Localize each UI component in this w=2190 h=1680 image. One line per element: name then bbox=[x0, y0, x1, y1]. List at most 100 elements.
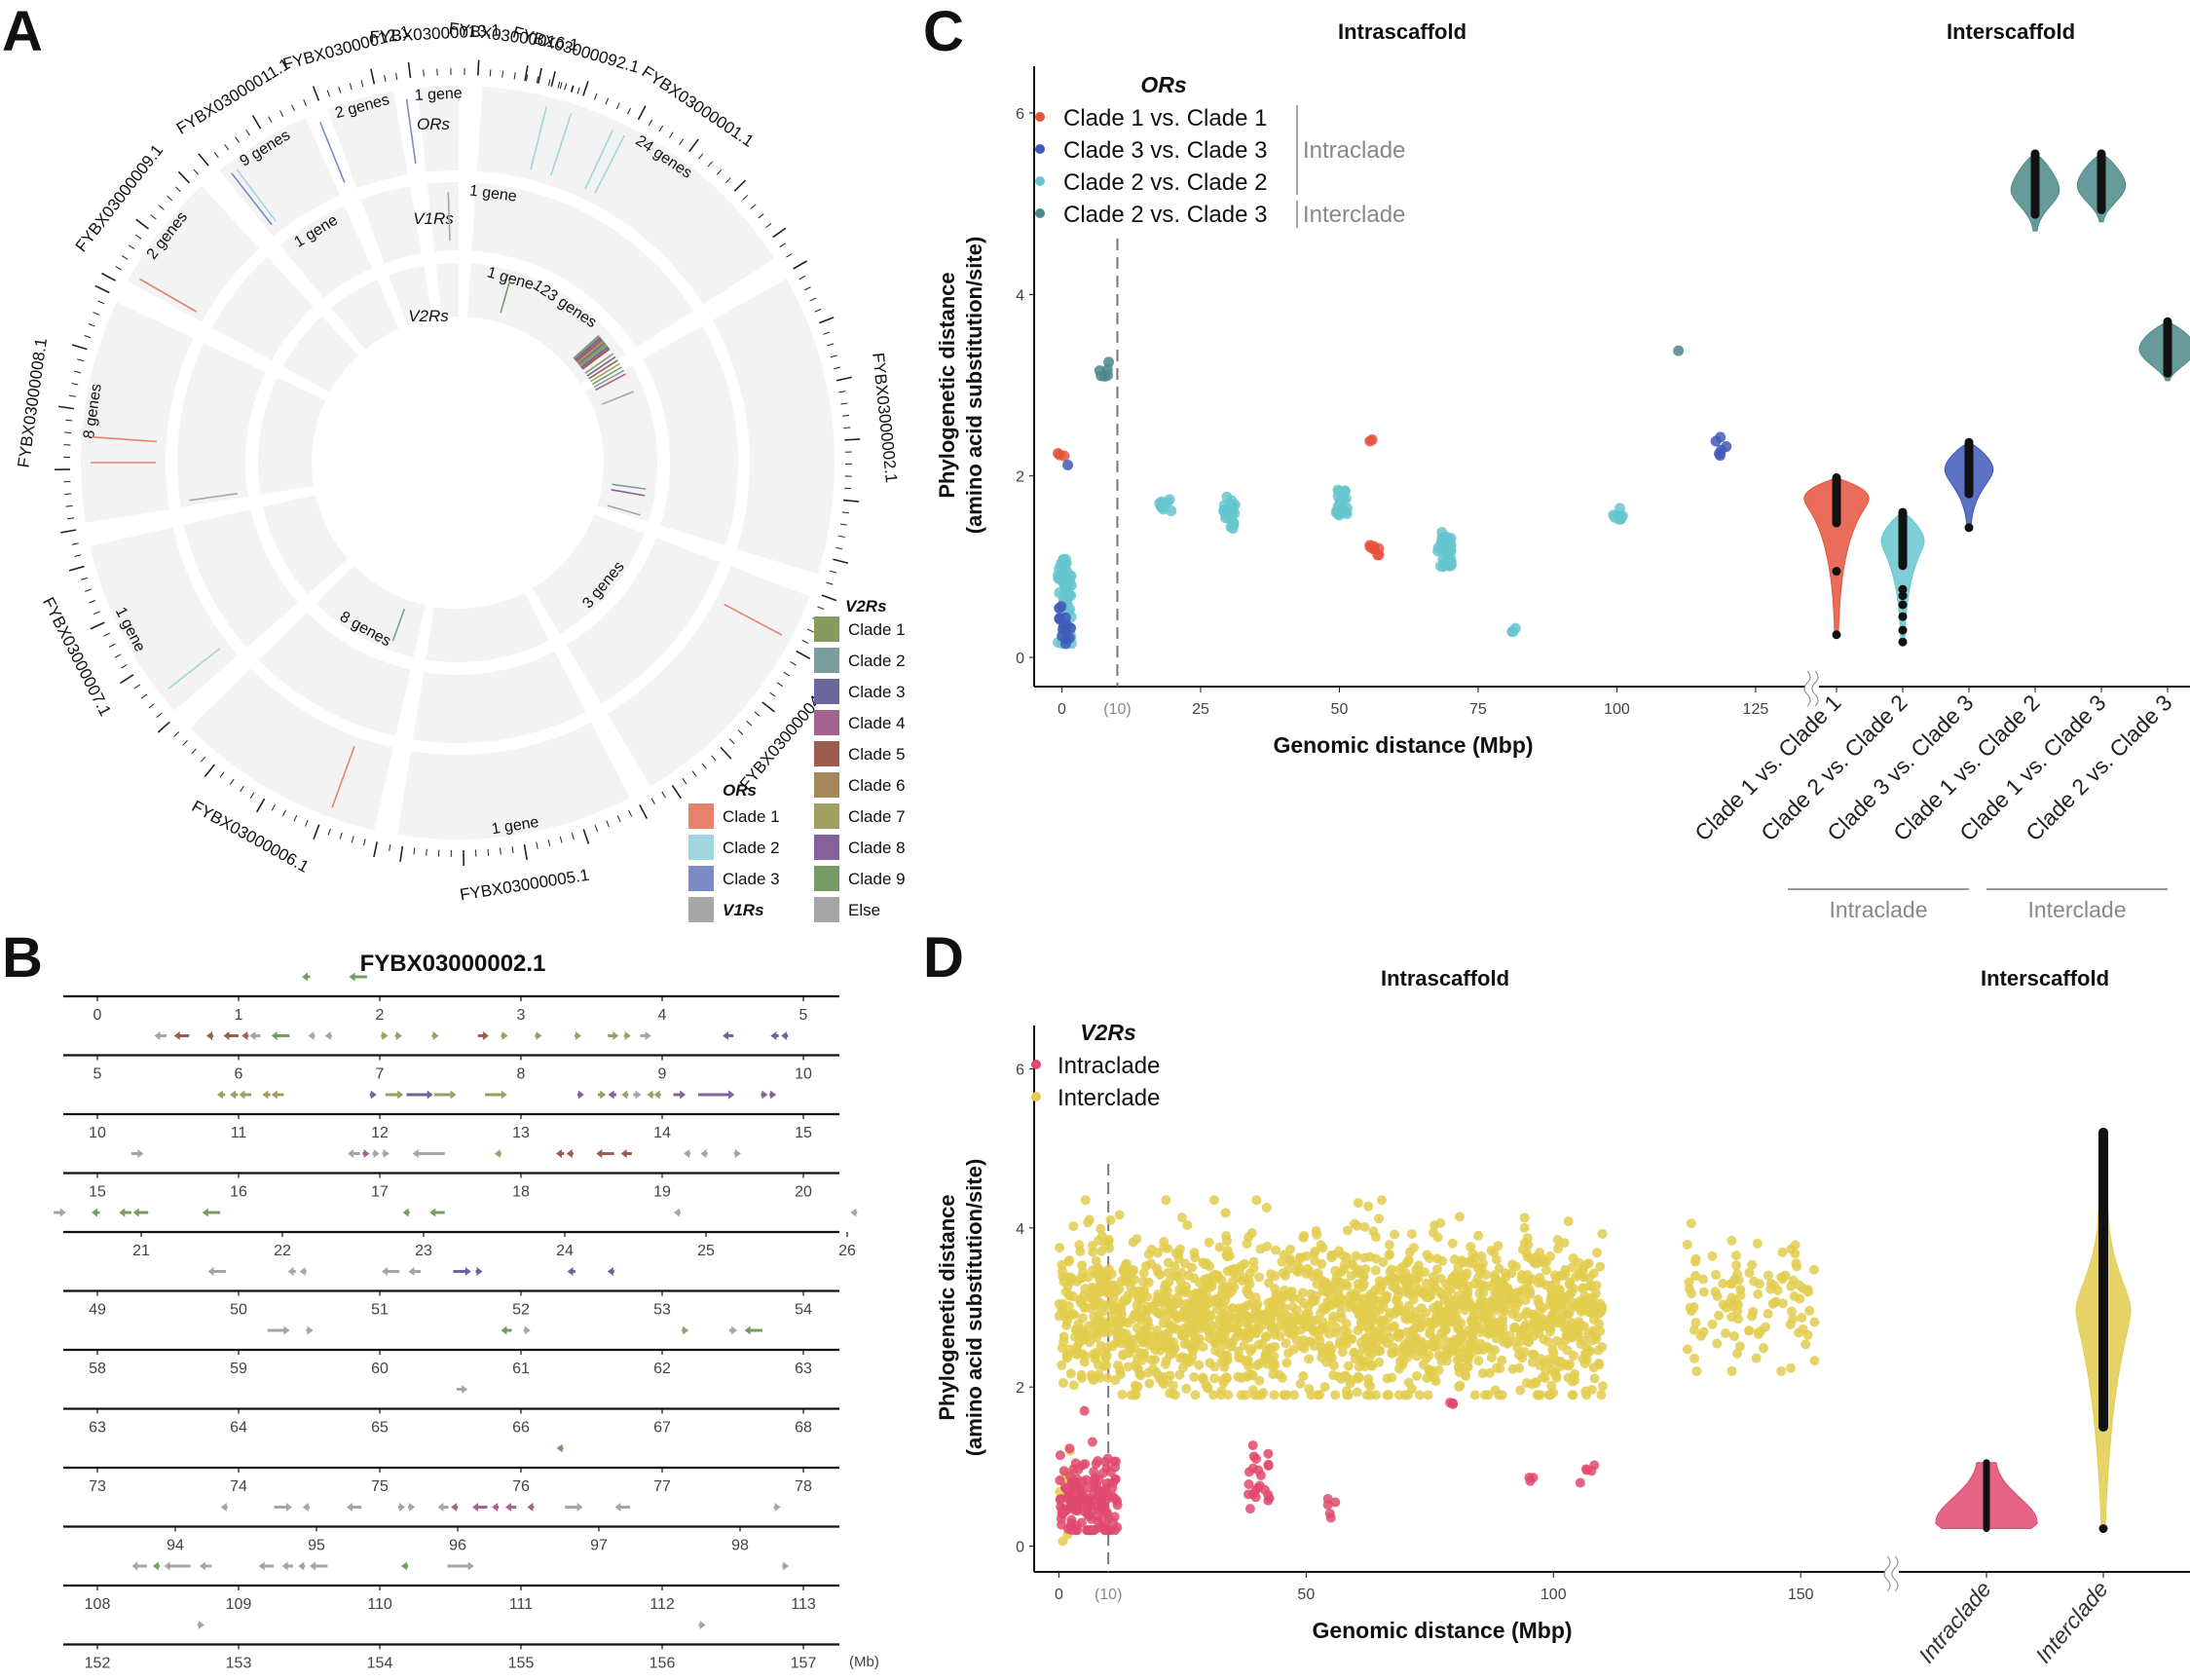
data-point bbox=[1283, 1348, 1294, 1359]
gene-arrow bbox=[501, 1325, 512, 1335]
track-tick-label: 50 bbox=[230, 1302, 247, 1319]
data-point bbox=[1490, 1385, 1501, 1396]
tick-mark bbox=[661, 791, 666, 799]
scaffold-label: FYBX03000001.1 bbox=[639, 62, 758, 151]
data-point bbox=[1091, 1458, 1101, 1469]
data-point bbox=[1177, 1352, 1188, 1363]
data-point bbox=[1453, 1362, 1464, 1372]
data-point bbox=[1747, 1259, 1758, 1270]
legend-swatch bbox=[814, 741, 839, 766]
data-point bbox=[1056, 601, 1067, 613]
data-point bbox=[1414, 1390, 1425, 1400]
data-point bbox=[1118, 1264, 1129, 1275]
data-point bbox=[1252, 1299, 1263, 1310]
data-point bbox=[1786, 1281, 1797, 1291]
tick-mark bbox=[114, 653, 122, 658]
data-point bbox=[1531, 1378, 1541, 1389]
data-point bbox=[1408, 1294, 1419, 1305]
data-point bbox=[1198, 1341, 1208, 1352]
tick-mark bbox=[360, 80, 364, 88]
data-point bbox=[1560, 1323, 1571, 1333]
gene-arrow bbox=[535, 1031, 542, 1040]
data-point bbox=[1744, 1325, 1755, 1336]
legend-swatch bbox=[688, 866, 714, 891]
scaffold-ticks bbox=[524, 65, 793, 258]
data-point bbox=[1132, 1381, 1143, 1392]
gene-arrow bbox=[258, 1561, 275, 1571]
data-point bbox=[1800, 1339, 1811, 1350]
data-point bbox=[1061, 585, 1073, 597]
gene-arrow bbox=[302, 1503, 310, 1512]
data-point bbox=[1497, 1390, 1507, 1400]
sector-FYBX03000006.1-ring-0 bbox=[190, 668, 393, 831]
data-point bbox=[1714, 448, 1726, 460]
gene-arrow bbox=[324, 1031, 332, 1040]
data-point bbox=[1247, 1463, 1258, 1474]
gene-arrow bbox=[492, 1503, 500, 1512]
legend-label: Clade 8 bbox=[848, 839, 906, 857]
gene-line bbox=[530, 106, 547, 170]
data-point bbox=[1525, 1475, 1536, 1486]
gene-arrow bbox=[620, 1149, 632, 1158]
gene-arrow bbox=[130, 1149, 144, 1158]
tick-mark bbox=[108, 643, 116, 648]
data-point bbox=[1539, 1358, 1549, 1368]
sector-FYBX03000008.1-ring-0 bbox=[80, 302, 194, 523]
gene-arrow bbox=[132, 1208, 149, 1217]
data-point bbox=[1376, 1195, 1387, 1206]
tick-mark bbox=[85, 588, 92, 592]
gene-line bbox=[167, 648, 221, 690]
scaffold-ticks bbox=[650, 594, 837, 804]
tick-mark bbox=[68, 565, 85, 572]
data-point bbox=[1333, 504, 1345, 516]
data-point bbox=[1714, 1310, 1725, 1321]
y-axis-title: Phylogenetic distance (amino acid substit… bbox=[935, 237, 986, 535]
scatter-points bbox=[1054, 1195, 1820, 1547]
sector-FYBX03000013.1-ring-1 bbox=[427, 182, 460, 252]
tick-mark bbox=[536, 841, 538, 849]
data-point bbox=[1158, 504, 1169, 515]
track-tick-label: 77 bbox=[653, 1478, 671, 1495]
tick-mark bbox=[224, 143, 230, 151]
data-point bbox=[1091, 1255, 1101, 1266]
data-point bbox=[1346, 1271, 1356, 1282]
tick-mark bbox=[830, 355, 837, 358]
track-tick-label: 155 bbox=[508, 1656, 535, 1672]
sector-FYBX03000092.1-ring-0 bbox=[532, 97, 570, 184]
tick-mark bbox=[536, 76, 539, 84]
data-point bbox=[1151, 1295, 1162, 1306]
data-point bbox=[1057, 1266, 1067, 1277]
x-tick-label: 0 bbox=[1055, 1587, 1063, 1603]
data-point bbox=[1721, 1327, 1731, 1338]
data-point bbox=[1266, 1355, 1277, 1365]
data-point bbox=[1262, 1241, 1273, 1251]
tick-mark bbox=[826, 581, 834, 585]
tick-mark bbox=[817, 606, 825, 610]
gene-arrow bbox=[682, 1325, 689, 1335]
legend-label: Else bbox=[848, 901, 880, 919]
tick-mark bbox=[701, 763, 707, 769]
track-tick-label: 3 bbox=[517, 1007, 526, 1024]
gene-line bbox=[574, 335, 601, 360]
data-point bbox=[1188, 1297, 1199, 1308]
sector-FYBX03000011.1-ring-1 bbox=[279, 205, 373, 299]
data-point bbox=[1517, 1245, 1528, 1255]
scaffold-label: FYBX03000007.1 bbox=[39, 594, 115, 719]
scaffold-ticks bbox=[550, 71, 580, 94]
sector-FYBX03000002.1-ring-1 bbox=[643, 325, 738, 546]
gene-arrow bbox=[298, 1561, 306, 1571]
tick-mark bbox=[74, 554, 82, 557]
track-row: 0 1 2 3 4 5 bbox=[63, 972, 839, 1024]
data-point bbox=[1341, 1335, 1352, 1346]
data-point bbox=[1304, 1384, 1315, 1395]
gene-arrow bbox=[241, 1031, 249, 1040]
gene-arrow bbox=[408, 1503, 416, 1512]
track-tick-label: 10 bbox=[795, 1066, 812, 1083]
track-tick-label: 10 bbox=[89, 1125, 106, 1141]
data-point bbox=[1202, 1273, 1212, 1284]
data-point bbox=[1540, 1265, 1551, 1276]
tick-mark bbox=[513, 72, 516, 80]
track-tick-label: 20 bbox=[795, 1184, 812, 1201]
track-tick-label: 0 bbox=[93, 1007, 102, 1024]
gene-arrow bbox=[501, 1031, 508, 1040]
